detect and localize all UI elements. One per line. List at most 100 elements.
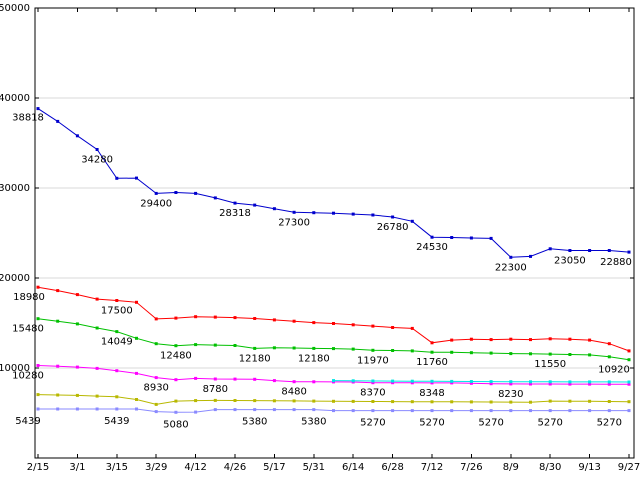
series-green-point (272, 346, 276, 350)
series-blue-point (627, 250, 631, 254)
x-tick-label: 8/30 (539, 462, 561, 473)
series-green-point (509, 352, 513, 356)
point-label: 8370 (360, 388, 385, 399)
series-light-blue-point (194, 410, 198, 414)
series-dark-yellow-point (213, 398, 217, 402)
series-light-blue-point (627, 409, 631, 413)
series-dark-yellow-point (75, 393, 79, 397)
series-blue-point (292, 210, 296, 214)
series-blue-point (548, 247, 552, 251)
series-red-point (272, 318, 276, 322)
series-dark-yellow-point (272, 399, 276, 403)
series-blue-point (95, 148, 99, 151)
series-dark-yellow-point (154, 402, 158, 406)
series-cyan-point (607, 380, 611, 384)
series-blue-point (351, 212, 355, 216)
series-blue-point (75, 134, 79, 138)
series-cyan-point (351, 379, 355, 383)
series-red-point (627, 349, 631, 353)
x-tick-label: 5/31 (303, 462, 325, 473)
series-red-point (410, 326, 414, 330)
series-light-blue-point (548, 409, 552, 413)
series-cyan-point (371, 379, 375, 383)
series-green-point (174, 344, 178, 348)
series-green-point (371, 348, 375, 352)
series-magenta-point (509, 382, 513, 386)
point-label: 12180 (298, 353, 330, 364)
series-red-point (233, 316, 237, 320)
series-light-blue-point (509, 409, 513, 413)
series-dark-yellow-point (253, 399, 257, 403)
series-dark-yellow-point (36, 393, 40, 397)
series-green-point (548, 352, 552, 356)
series-light-blue-point (371, 409, 375, 413)
series-green-point (430, 350, 434, 354)
series-red-point (430, 341, 434, 345)
point-label: 24530 (416, 242, 448, 253)
series-blue-point (233, 201, 237, 205)
series-blue-point (56, 119, 60, 123)
series-cyan-point (410, 379, 414, 383)
series-light-blue-point (75, 407, 79, 411)
series-green-point (568, 353, 572, 356)
series-red-point (332, 322, 335, 325)
series-red-point (312, 321, 316, 325)
point-label: 12480 (160, 351, 192, 362)
series-blue-point (469, 236, 473, 240)
series-red-point (371, 324, 375, 328)
series-magenta-point (115, 369, 119, 373)
series-blue-point (174, 191, 178, 194)
series-green-point (469, 351, 473, 355)
series-cyan-point (391, 379, 395, 383)
x-tick-label: 8/9 (503, 462, 519, 473)
point-label: 5380 (242, 417, 267, 428)
series-red-point (450, 338, 454, 342)
series-dark-yellow-point (233, 399, 237, 402)
series-green-point (312, 346, 316, 350)
series-dark-yellow-point (95, 394, 99, 398)
x-tick-label: 6/14 (342, 462, 364, 473)
series-dark-yellow-point (588, 399, 592, 403)
series-magenta-point (312, 380, 316, 384)
series-green-point (627, 358, 631, 362)
y-tick-label: 20000 (0, 273, 30, 284)
series-blue-point (568, 249, 572, 252)
point-label: 10280 (12, 370, 44, 381)
series-light-blue-point (529, 409, 532, 413)
series-dark-yellow-point (489, 400, 493, 404)
series-magenta-point (391, 381, 395, 385)
series-dark-yellow-point (391, 400, 395, 404)
x-tick-label: 9/13 (578, 462, 600, 473)
series-magenta-point (174, 378, 178, 382)
series-cyan-point (332, 379, 335, 383)
point-label: 28318 (219, 208, 251, 219)
series-green-point (410, 349, 414, 353)
series-magenta-point (75, 365, 79, 369)
series-magenta-point (253, 377, 257, 381)
series-cyan-line (333, 380, 630, 383)
series-blue-point (509, 255, 513, 259)
series-dark-yellow-point (627, 400, 631, 404)
series-light-blue-point (154, 410, 158, 414)
series-magenta-point (548, 382, 552, 386)
series-dark-yellow-point (509, 400, 513, 404)
point-label: 26780 (377, 222, 409, 233)
series-red-point (529, 338, 532, 342)
series-red-point (607, 342, 611, 346)
point-label: 12180 (239, 353, 271, 364)
point-label: 11550 (534, 359, 566, 370)
series-light-blue-point (312, 408, 316, 412)
series-green-point (135, 336, 138, 340)
series-cyan-point (430, 379, 434, 383)
series-blue-point (135, 176, 138, 180)
series-cyan-point (548, 380, 552, 384)
series-dark-yellow-point (529, 400, 532, 404)
series-cyan-point (568, 380, 572, 384)
series-green-point (391, 349, 395, 352)
series-magenta-point (233, 377, 237, 381)
series-blue-point (430, 235, 434, 239)
point-label: 10920 (598, 365, 630, 376)
series-magenta-point (95, 366, 99, 370)
series-dark-yellow-point (410, 400, 414, 404)
series-dark-yellow-point (568, 399, 572, 403)
